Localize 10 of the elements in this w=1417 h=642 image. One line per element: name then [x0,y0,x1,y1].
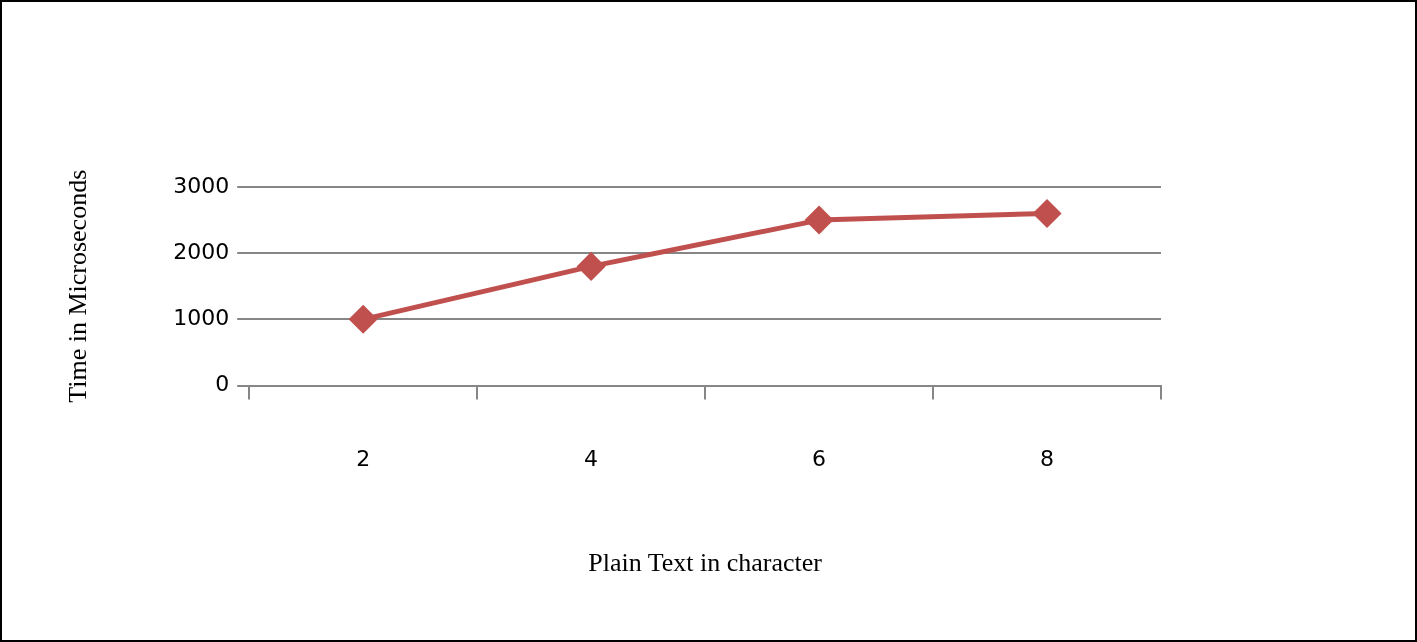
y-tick-label: 2000 [173,238,230,264]
y-tick-label: 3000 [173,172,230,198]
x-tick-label: 6 [812,446,827,472]
x-tick-label: 4 [584,446,599,472]
y-tick-label: 1000 [173,305,230,331]
y-tick-label: 0 [215,371,230,397]
x-tick-label: 8 [1040,446,1055,472]
x-tick-label: 2 [356,446,371,472]
y-axis-title: Time in Microseconds [63,169,93,403]
x-axis-title: Plain Text in character [588,548,823,578]
